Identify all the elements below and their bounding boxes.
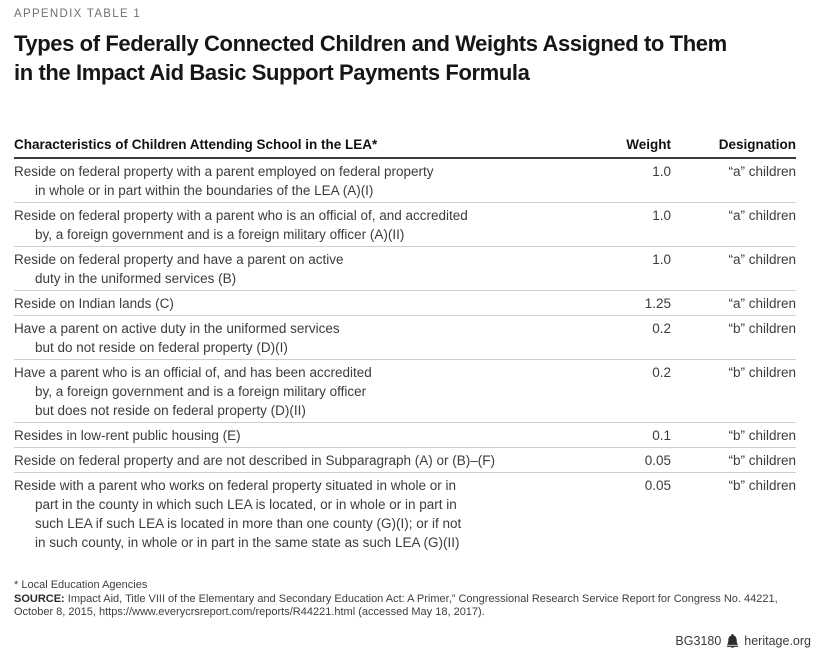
designation-cell: “a” children <box>728 252 796 267</box>
source-label: SOURCE: <box>14 592 65 605</box>
table-eyebrow: APPENDIX TABLE 1 <box>14 8 142 20</box>
page-title-line-2: in the Impact Aid Basic Support Payments… <box>14 60 530 85</box>
header-designation: Designation <box>718 137 796 152</box>
characteristic-cell: Reside on federal property and have a pa… <box>14 250 591 288</box>
header-characteristics: Characteristics of Children Attending Sc… <box>14 137 378 152</box>
characteristic-line: part in the county in which such LEA is … <box>35 497 457 512</box>
weight-cell: 1.25 <box>644 296 671 311</box>
table-row: Reside on Indian lands (C) 1.25 “a” childr… <box>14 291 796 316</box>
characteristic-cell: Have a parent who is an official of, and… <box>14 363 591 420</box>
characteristic-line: in such county, in whole or in part in t… <box>35 535 460 550</box>
designation-cell: “b” children <box>728 428 796 443</box>
table-row: Have a parent on active duty in the unif… <box>14 316 796 360</box>
designation-cell: “b” children <box>728 321 796 336</box>
characteristic-line: Reside on federal property and are not d… <box>14 453 496 468</box>
characteristic-line: Reside on Indian lands (C) <box>14 296 174 311</box>
characteristic-line: Reside on federal property and have a pa… <box>14 252 344 267</box>
table-row: Reside with a parent who works on federa… <box>14 473 796 554</box>
characteristic-line: such LEA if such LEA is located in more … <box>35 516 462 531</box>
heritage-bell-icon <box>726 634 739 648</box>
table-row: Reside on federal property and have a pa… <box>14 247 796 291</box>
weight-cell: 0.2 <box>652 321 671 336</box>
characteristic-line: Reside on federal property with a parent… <box>14 208 468 223</box>
characteristic-line: Reside on federal property with a parent… <box>14 164 434 179</box>
document-id: BG3180 <box>675 634 722 648</box>
designation-cell: “a” children <box>728 296 796 311</box>
characteristic-cell: Reside on Indian lands (C) <box>14 294 591 313</box>
characteristic-cell: Reside on federal property with a parent… <box>14 206 591 244</box>
characteristic-cell: Reside on federal property with a parent… <box>14 162 591 200</box>
characteristic-line: Have a parent on active duty in the unif… <box>14 321 340 336</box>
characteristic-cell: Resides in low-rent public housing (E) <box>14 426 591 445</box>
characteristic-line: Resides in low-rent public housing (E) <box>14 428 241 443</box>
table-row: Reside on federal property and are not d… <box>14 448 796 473</box>
table-row: Resides in low-rent public housing (E) 0.… <box>14 423 796 448</box>
characteristic-cell: Reside with a parent who works on federa… <box>14 476 591 552</box>
characteristic-line: but does not reside on federal property … <box>35 403 306 418</box>
characteristic-line: duty in the uniformed services (B) <box>35 271 237 286</box>
document-footer: BG3180 heritage.org <box>675 634 811 648</box>
table-row: Reside on federal property with a parent… <box>14 203 796 247</box>
characteristic-line: but do not reside on federal property (D… <box>35 340 288 355</box>
page-title-line-1: Types of Federally Connected Children an… <box>14 31 727 56</box>
designation-cell: “b” children <box>728 478 796 493</box>
source-note: SOURCE: Impact Aid, Title VIII of the El… <box>14 593 811 620</box>
characteristic-line: Have a parent who is an official of, and… <box>14 365 372 380</box>
characteristic-cell: Have a parent on active duty in the unif… <box>14 319 591 357</box>
characteristic-line: by, a foreign government and is a foreig… <box>35 384 367 399</box>
site-url: heritage.org <box>744 634 811 648</box>
source-text: Impact Aid, Title VIII of the Elementary… <box>14 592 778 619</box>
designation-cell: “b” children <box>728 453 796 468</box>
weight-cell: 1.0 <box>652 208 671 223</box>
weight-cell: 0.1 <box>652 428 671 443</box>
footnotes: * Local Education Agencies SOURCE: Impac… <box>14 579 811 620</box>
designation-cell: “a” children <box>728 164 796 179</box>
header-weight: Weight <box>626 137 671 152</box>
table-body: Reside on federal property with a parent… <box>14 159 796 554</box>
impact-aid-weights-table: Characteristics of Children Attending Sc… <box>14 137 796 554</box>
weight-cell: 1.0 <box>652 252 671 267</box>
weight-cell: 1.0 <box>652 164 671 179</box>
weight-cell: 0.2 <box>652 365 671 380</box>
designation-cell: “a” children <box>728 208 796 223</box>
weight-cell: 0.05 <box>644 453 671 468</box>
weight-cell: 0.05 <box>644 478 671 493</box>
table-header-row: Characteristics of Children Attending Sc… <box>14 137 796 159</box>
characteristic-cell: Reside on federal property and are not d… <box>14 451 591 470</box>
footnote-asterisk: * Local Education Agencies <box>14 579 148 591</box>
characteristic-line: Reside with a parent who works on federa… <box>14 478 456 493</box>
designation-cell: “b” children <box>728 365 796 380</box>
characteristic-line: in whole or in part within the boundarie… <box>35 183 374 198</box>
page-title: Types of Federally Connected Children an… <box>14 29 811 87</box>
characteristic-line: by, a foreign government and is a foreig… <box>35 227 405 242</box>
table-row: Have a parent who is an official of, and… <box>14 360 796 423</box>
table-row: Reside on federal property with a parent… <box>14 159 796 203</box>
